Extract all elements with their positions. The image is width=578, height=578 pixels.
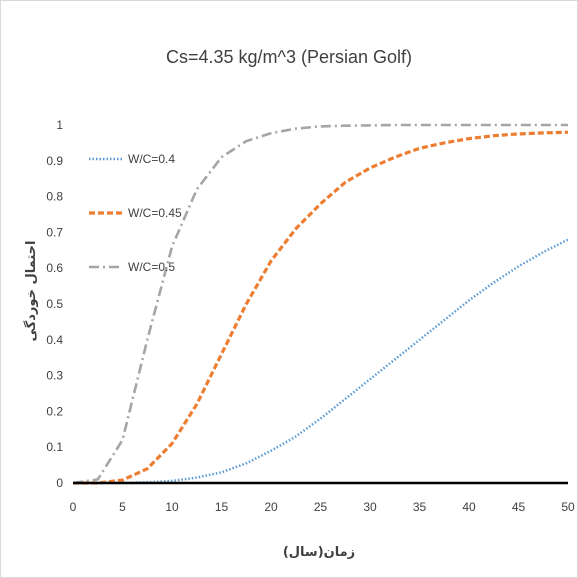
chart-title: Cs=4.35 kg/m^3 (Persian Golf) (166, 47, 412, 67)
y-tick-label: 0.3 (46, 369, 63, 383)
x-tick-label: 35 (413, 500, 427, 514)
x-tick-label: 0 (70, 500, 77, 514)
x-tick-label: 50 (561, 500, 575, 514)
legend-label-2: W/C=0.45 (128, 206, 182, 220)
x-tick-label: 20 (264, 500, 278, 514)
x-tick-label: 45 (512, 500, 526, 514)
x-tick-label: 25 (314, 500, 328, 514)
x-tick-label: 30 (363, 500, 377, 514)
y-tick-label: 0.8 (46, 190, 63, 204)
legend-label-1: W/C=0.4 (128, 152, 175, 166)
legend: W/C=0.4 W/C=0.45 W/C=0.5 (89, 152, 182, 274)
y-tick-label: 0.1 (46, 440, 63, 454)
y-tick-label: 0.9 (46, 154, 63, 168)
x-axis-label: زمان(سال) (283, 545, 355, 560)
y-tick-label: 0.2 (46, 404, 63, 418)
x-tick-label: 5 (119, 500, 126, 514)
series-line-1 (73, 238, 569, 485)
legend-label-3: W/C=0.5 (128, 260, 175, 274)
y-tick-label: 0.7 (46, 225, 63, 239)
series-lines (72, 123, 569, 485)
x-tick-label: 10 (165, 500, 179, 514)
x-tick-labels: 0 5 10 15 20 25 30 35 40 45 50 (70, 500, 575, 514)
y-tick-label: 0.5 (46, 297, 63, 311)
y-axis-label: احتمال خوردگی (23, 241, 39, 342)
y-tick-label: 1 (56, 118, 63, 132)
series-line-3 (72, 123, 568, 485)
y-tick-label: 0.4 (46, 333, 63, 347)
x-tick-label: 40 (462, 500, 476, 514)
series-line-2 (73, 130, 569, 485)
y-tick-label: 0 (56, 476, 63, 490)
x-tick-label: 15 (215, 500, 229, 514)
y-tick-label: 0.6 (46, 261, 63, 275)
y-tick-labels: 0 0.1 0.2 0.3 0.4 0.5 0.6 0.7 0.8 0.9 1 (46, 118, 63, 490)
